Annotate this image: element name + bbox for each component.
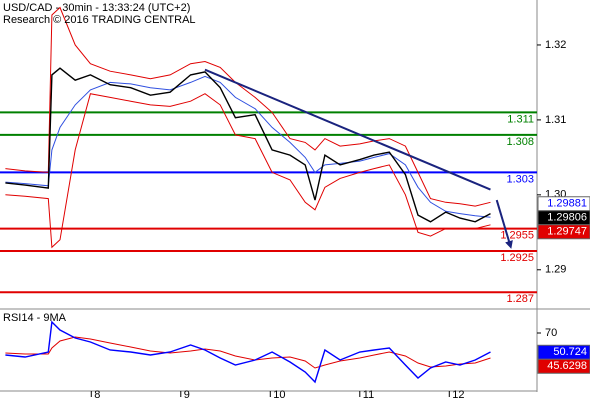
price-label: 45.6298 <box>547 360 587 372</box>
x-tick-label: 8 <box>94 389 100 400</box>
trendline <box>204 68 491 191</box>
series-line <box>5 67 491 223</box>
x-tick-label: 9 <box>184 389 190 400</box>
price-label-box <box>537 224 590 240</box>
chart-title: USD/CAD - 30min - 13:33:24 (UTC+2) <box>3 2 190 14</box>
price-label-box <box>537 358 590 374</box>
price-label: 1.29806 <box>547 212 587 224</box>
level-label: 1.2925 <box>500 252 534 264</box>
y-tick-label: 1.29 <box>545 264 566 276</box>
series-line <box>5 320 491 384</box>
y-tick-label: 1.32 <box>545 39 566 51</box>
x-tick-label: 10 <box>273 389 285 400</box>
projection <box>495 199 513 249</box>
x-tick-label: 12 <box>452 389 464 400</box>
level-label: 1.287 <box>506 293 534 305</box>
series-line <box>5 6 491 207</box>
level-label: 1.303 <box>506 173 534 185</box>
series-line <box>5 93 491 249</box>
plot-layer: 1.291.301.311.321.3111.3081.3031.29551.2… <box>0 6 590 400</box>
level-label: 1.308 <box>506 136 534 148</box>
price-label: 1.29747 <box>547 226 587 238</box>
series-line <box>5 336 491 369</box>
x-tick-label: 11 <box>363 389 374 400</box>
price-label: 50.724 <box>553 346 587 358</box>
series-line <box>5 75 491 218</box>
indicator-label: RSI14 - 9MA <box>3 312 67 324</box>
price-label: 1.29881 <box>547 198 587 210</box>
level-label: 1.311 <box>507 113 534 125</box>
chart-subtitle: Research © 2016 TRADING CENTRAL <box>3 14 196 26</box>
y-tick-label: 1.31 <box>545 114 566 126</box>
y-tick-label: 70 <box>545 327 557 339</box>
